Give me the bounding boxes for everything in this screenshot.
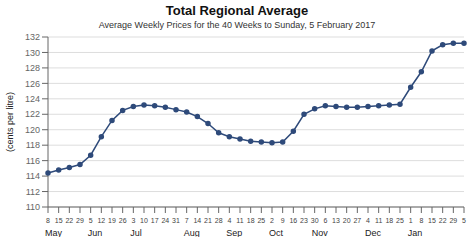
svg-text:6: 6 [323, 217, 327, 224]
svg-text:130: 130 [25, 48, 40, 58]
svg-text:11: 11 [375, 217, 382, 224]
svg-text:19: 19 [108, 217, 116, 224]
svg-text:18: 18 [247, 217, 255, 224]
svg-text:31: 31 [172, 217, 180, 224]
svg-text:122: 122 [25, 109, 40, 119]
svg-text:5: 5 [462, 217, 466, 224]
svg-text:118: 118 [26, 140, 40, 150]
svg-text:20: 20 [343, 217, 351, 224]
svg-text:8: 8 [419, 217, 423, 224]
svg-text:5: 5 [89, 217, 93, 224]
svg-text:17: 17 [151, 217, 159, 224]
svg-text:24: 24 [161, 217, 169, 224]
svg-text:132: 132 [25, 32, 40, 42]
svg-text:Nov: Nov [312, 228, 329, 237]
svg-text:27: 27 [353, 217, 361, 224]
svg-text:15: 15 [55, 217, 63, 224]
svg-text:2: 2 [270, 217, 274, 224]
svg-text:Sep: Sep [226, 228, 242, 237]
svg-text:23: 23 [300, 217, 308, 224]
svg-text:12: 12 [97, 217, 105, 224]
svg-text:4: 4 [227, 217, 231, 224]
svg-text:114: 114 [26, 171, 40, 181]
svg-text:11: 11 [236, 217, 243, 224]
svg-text:14: 14 [193, 217, 201, 224]
svg-text:May: May [45, 228, 63, 237]
svg-text:110: 110 [26, 202, 40, 212]
svg-text:120: 120 [25, 125, 40, 135]
svg-text:29: 29 [76, 217, 84, 224]
svg-text:124: 124 [25, 94, 40, 104]
svg-text:8: 8 [46, 217, 50, 224]
svg-text:112: 112 [26, 187, 40, 197]
svg-text:13: 13 [332, 217, 340, 224]
svg-text:116: 116 [26, 156, 40, 166]
svg-text:Jul: Jul [130, 228, 142, 237]
svg-text:Oct: Oct [269, 228, 284, 237]
svg-text:9: 9 [281, 217, 285, 224]
svg-text:16: 16 [289, 217, 297, 224]
svg-text:25: 25 [396, 217, 404, 224]
svg-text:4: 4 [366, 217, 370, 224]
svg-text:Dec: Dec [365, 228, 382, 237]
svg-text:126: 126 [25, 79, 40, 89]
svg-text:18: 18 [385, 217, 393, 224]
html-text:Total Regional Average: Total Regional Average [165, 3, 309, 18]
svg-text:22: 22 [439, 217, 447, 224]
svg-text:3: 3 [131, 217, 135, 224]
svg-text:29: 29 [449, 217, 457, 224]
svg-text:Jun: Jun [88, 228, 103, 237]
svg-text:1: 1 [409, 217, 413, 224]
svg-text:25: 25 [257, 217, 265, 224]
svg-text:(cents per litre): (cents per litre) [8, 92, 15, 152]
svg-text:7: 7 [185, 217, 189, 224]
svg-text:Jan: Jan [408, 228, 423, 237]
svg-text:28: 28 [215, 217, 223, 224]
svg-text:22: 22 [65, 217, 73, 224]
svg-text:30: 30 [311, 217, 319, 224]
svg-text:Aug: Aug [184, 228, 200, 237]
svg-text:10: 10 [140, 217, 148, 224]
html-text:Average Weekly Prices for the: Average Weekly Prices for the 40 Weeks t… [98, 20, 376, 30]
svg-text:128: 128 [25, 63, 40, 73]
svg-text:26: 26 [119, 217, 127, 224]
svg-text:15: 15 [428, 217, 436, 224]
svg-text:21: 21 [204, 217, 212, 224]
